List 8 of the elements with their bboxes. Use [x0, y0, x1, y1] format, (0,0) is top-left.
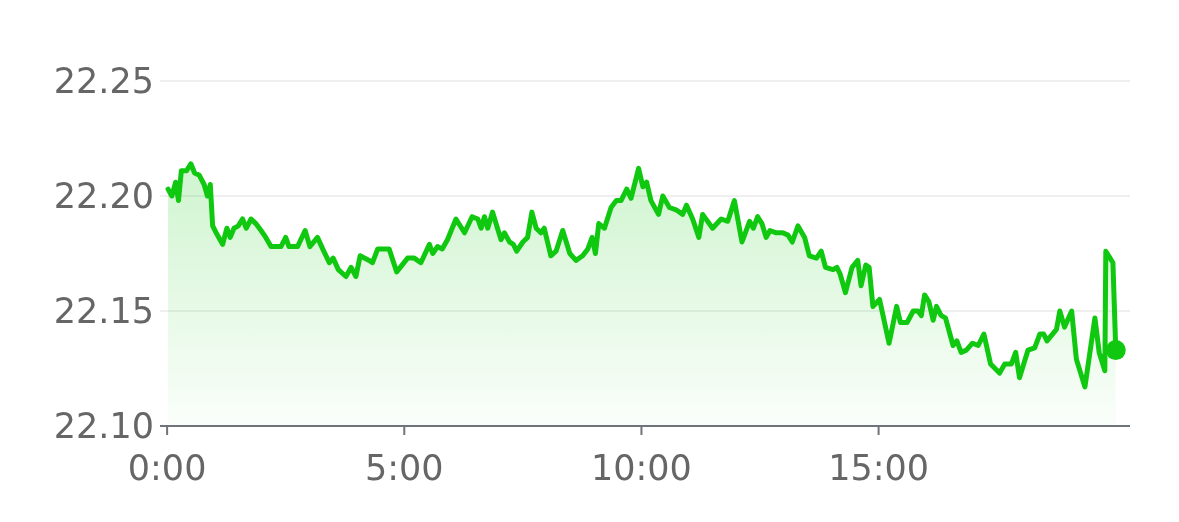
x-tick-label: 5:00 — [364, 447, 444, 488]
y-tick-label: 22.15 — [53, 291, 154, 332]
x-tick-label: 15:00 — [828, 447, 930, 488]
y-tick-label: 22.10 — [53, 406, 154, 447]
x-tick-label: 0:00 — [127, 447, 207, 488]
y-tick-label: 22.20 — [53, 176, 154, 217]
y-tick-label: 22.25 — [53, 61, 154, 102]
x-tick-label: 10:00 — [591, 447, 692, 488]
